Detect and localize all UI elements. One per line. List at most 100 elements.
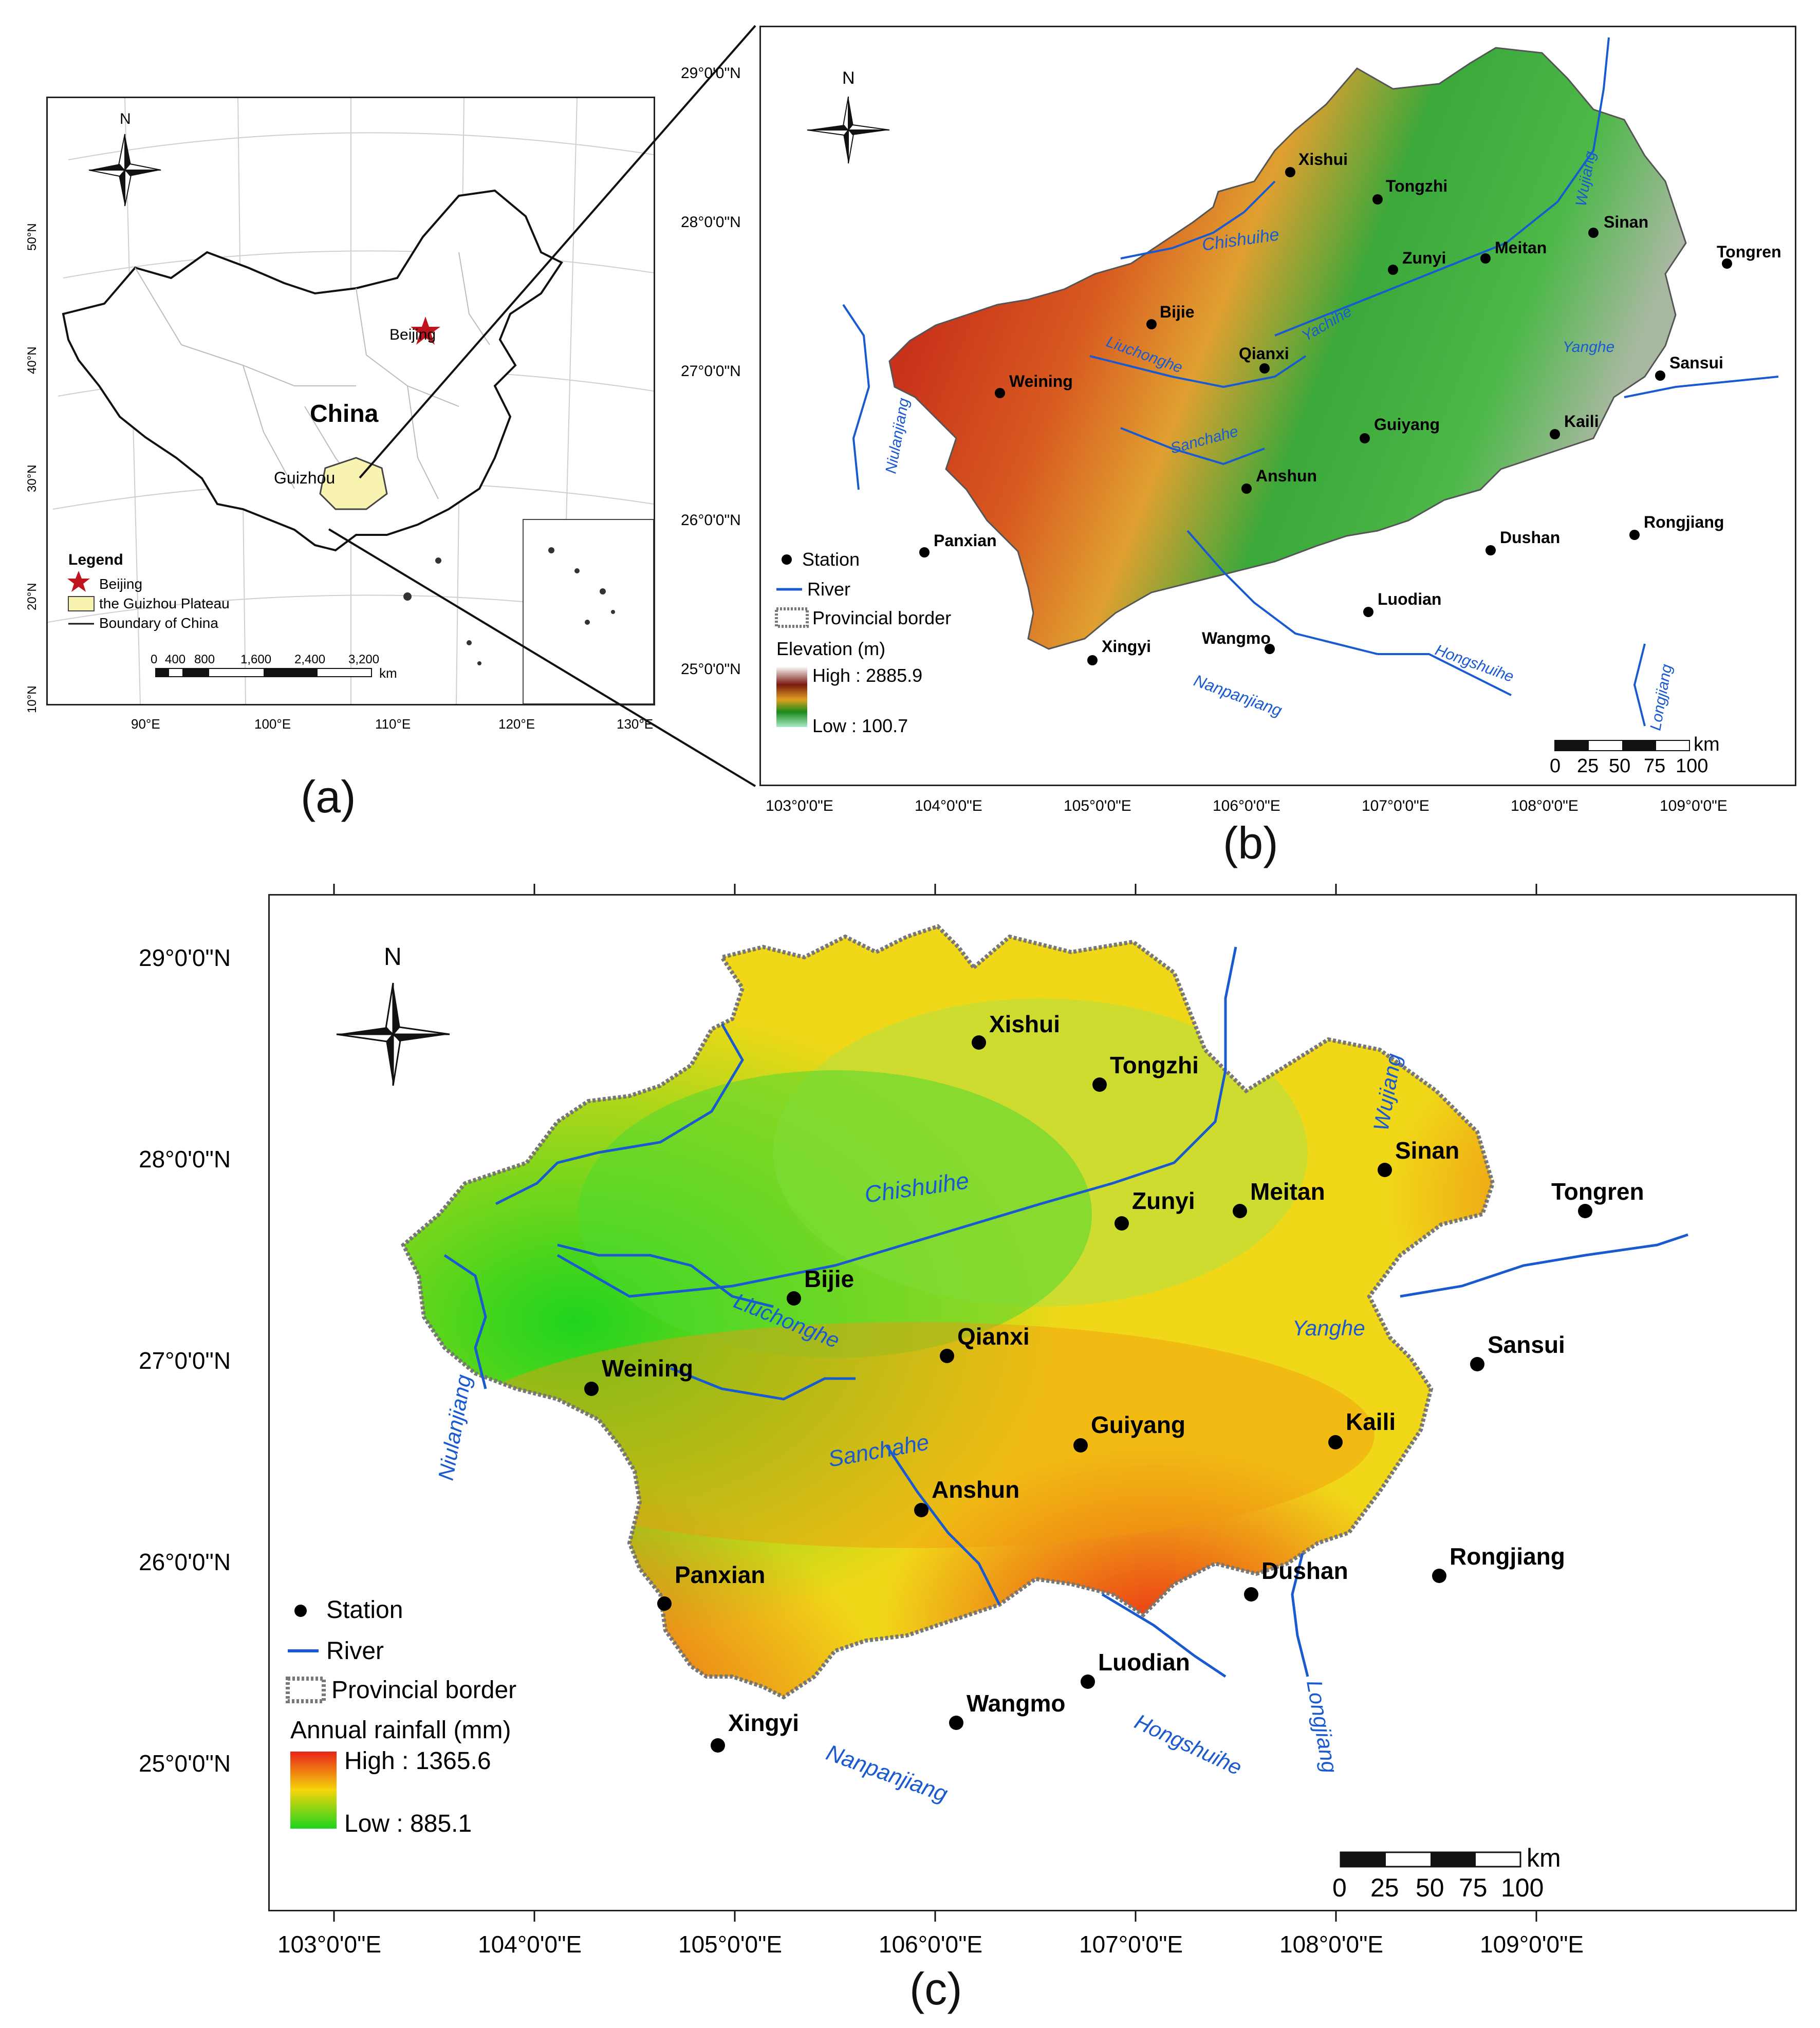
station-b-11: Kaili (1564, 412, 1599, 431)
scale-tick-a-4: 2,400 (294, 653, 325, 666)
lon-a-1: 100°E (254, 716, 291, 732)
lon-b-0: 103°0'0"E (766, 797, 833, 814)
station-c-0: Xishui (989, 1011, 1060, 1037)
river-yanghe-b (1624, 376, 1779, 398)
river-hongshuihe-b (1378, 653, 1512, 696)
river-nanpanjiang-c (885, 1444, 1001, 1606)
station-c-18: Xingyi (728, 1709, 799, 1736)
stations-c: Xishui Tongzhi Zunyi Meitan Sinan Tongre… (584, 1011, 1644, 1753)
river-liuchonghe-c (557, 1243, 774, 1308)
legend-border-swatch-c (286, 1677, 326, 1703)
station-b-1: Tongzhi (1386, 177, 1447, 195)
river-wujiang-c (556, 946, 1237, 1298)
station-b-12: Anshun (1256, 467, 1317, 485)
scale-tick-c-3: 75 (1459, 1873, 1488, 1902)
legend-river-c: River (326, 1638, 384, 1665)
north-label-a: N (120, 110, 131, 127)
china-label: China (310, 400, 379, 427)
legend-title-a: Legend (68, 551, 123, 568)
lat-b-2: 27°0'0"N (681, 363, 741, 380)
station-b-6: Bijie (1160, 303, 1195, 321)
north-arrow-a (88, 134, 161, 207)
station-b-4: Meitan (1495, 238, 1547, 257)
scale-tick-a-5: 3,200 (348, 653, 379, 666)
north-arrow-b (807, 96, 890, 164)
caption-c: (c) (909, 1963, 962, 2014)
beijing-label: Beijing (389, 326, 436, 343)
station-c-11: Kaili (1346, 1408, 1396, 1435)
lon-c-2: 105°0'0"E (678, 1931, 782, 1958)
north-label-b: N (842, 68, 855, 88)
south-china-sea-inset (523, 519, 654, 704)
legend-low-c: Low : 885.1 (344, 1810, 472, 1837)
river-hongshuihe-c (1101, 1593, 1227, 1678)
station-c-17: Wangmo (967, 1690, 1066, 1717)
station-c-9: Sansui (1488, 1331, 1565, 1358)
scale-tick-b-1: 25 (1577, 755, 1599, 777)
lat-c-1: 28°0'0"N (139, 1146, 231, 1173)
panel-c-frame: N Xishui Tongzhi Zunyi Meitan Sinan Tong… (268, 894, 1797, 1911)
station-c-6: Bijie (804, 1266, 854, 1292)
scale-unit-b: km (1694, 734, 1720, 755)
lat-a-1: 40°N (25, 346, 39, 374)
river-label-c-3: Yanghe (1292, 1316, 1365, 1340)
river-sanchahe-c (670, 1367, 856, 1401)
scale-bar-c (1340, 1851, 1521, 1868)
scale-bar-b (1554, 740, 1690, 751)
scale-bar-a (155, 668, 372, 677)
station-b-10: Guiyang (1374, 415, 1440, 434)
lat-c-2: 27°0'0"N (139, 1347, 231, 1374)
legend-boundary-label: Boundary of China (99, 615, 218, 631)
lat-a-4: 10°N (25, 685, 39, 713)
station-b-7: Qianxi (1239, 344, 1289, 363)
river-liuchonghe-b (1089, 355, 1307, 388)
station-c-12: Anshun (932, 1476, 1019, 1503)
station-c-15: Panxian (675, 1561, 765, 1588)
station-b-8: Weining (1009, 372, 1073, 390)
river-niulanjiang-b (842, 304, 870, 490)
station-c-16: Luodian (1098, 1649, 1190, 1676)
scale-unit-a: km (379, 665, 397, 681)
river-chishuihe-b (1120, 180, 1276, 259)
panel-a-frame: N China Beijing Guizhou Legend Beijing t… (46, 97, 655, 705)
river-longjiang-b (1633, 643, 1646, 727)
lon-a-0: 90°E (131, 716, 160, 732)
lat-c-0: 29°0'0"N (139, 944, 231, 971)
china-overview-map: N China Beijing Guizhou Legend Beijing t… (48, 98, 654, 704)
legend-guizhou-label: the Guizhou Plateau (99, 596, 230, 611)
scale-tick-b-2: 50 (1609, 755, 1630, 777)
river-nanpanjiang-b (1186, 530, 1378, 655)
river-yanghe-c (1400, 1233, 1688, 1298)
islands (403, 547, 615, 665)
lon-a-4: 130°E (617, 716, 653, 732)
legend-beijing-star (67, 571, 90, 592)
lon-b-2: 105°0'0"E (1064, 797, 1131, 814)
station-c-4: Sinan (1395, 1137, 1459, 1164)
station-b-0: Xishui (1298, 150, 1348, 169)
lon-c-4: 107°0'0"E (1079, 1931, 1183, 1958)
legend-station-dot-c (294, 1605, 307, 1617)
lat-a-2: 30°N (25, 464, 39, 492)
legend-border-swatch-b (775, 607, 809, 628)
station-b-5: Tongren (1717, 243, 1781, 261)
guizhou-label: Guizhou (274, 469, 335, 487)
station-c-13: Rongjiang (1450, 1543, 1565, 1570)
china-boundary (62, 189, 563, 552)
lon-b-4: 107°0'0"E (1362, 797, 1429, 814)
legend-high-b: High : 2885.9 (812, 665, 922, 686)
lat-b-0: 29°0'0"N (681, 65, 741, 82)
scale-tick-a-3: 1,600 (240, 653, 271, 666)
axis-ticks-c (333, 884, 1537, 1922)
station-c-7: Qianxi (957, 1323, 1030, 1350)
guizhou-elevation-region (888, 47, 1687, 650)
legend-station-c: Station (326, 1596, 403, 1624)
panel-a-axis-labels: 90°E 100°E 110°E 120°E 130°E 50°N 40°N 3… (25, 223, 653, 732)
scale-unit-c: km (1527, 1844, 1561, 1872)
station-c-3: Meitan (1250, 1178, 1325, 1205)
station-c-5: Tongren (1551, 1178, 1644, 1205)
scale-tick-b-0: 0 (1550, 755, 1561, 777)
scale-tick-c-4: 100 (1501, 1873, 1544, 1902)
scale-tick-c-1: 25 (1370, 1873, 1399, 1902)
elevation-map: N Xishui Tongzhi Sinan Zunyi Meitan Tong… (775, 37, 1781, 777)
